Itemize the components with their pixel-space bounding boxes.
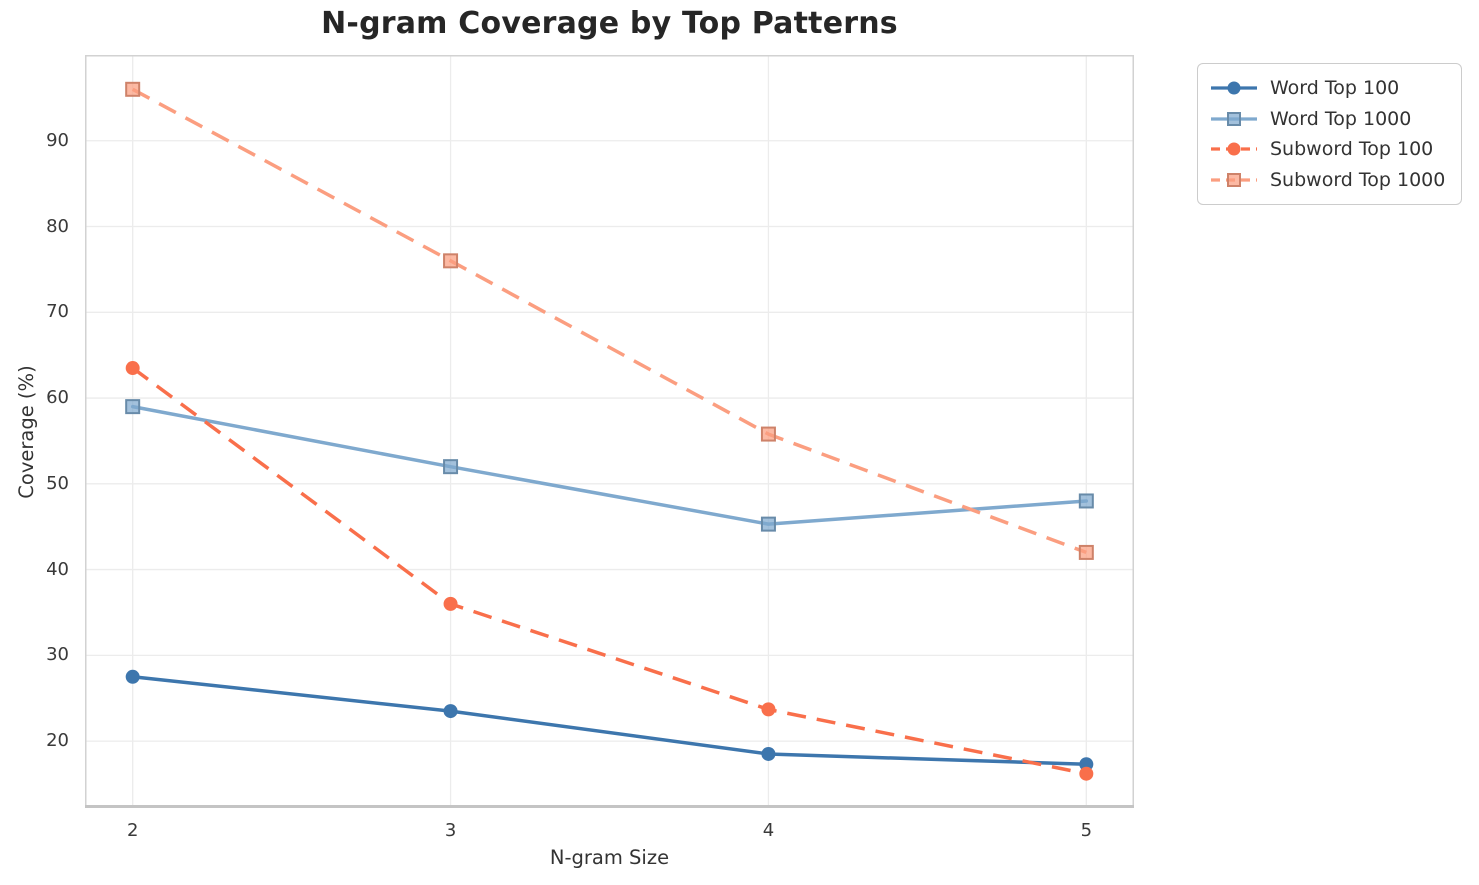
data-point-marker	[125, 399, 141, 415]
legend-swatch-solid-circle-icon	[1211, 81, 1257, 95]
series-word-top-100	[125, 669, 1094, 772]
data-point-marker	[1078, 493, 1094, 509]
series-line	[131, 87, 1087, 555]
series-line	[130, 675, 1089, 767]
series-subword-top-1000	[125, 81, 1094, 560]
y-tick-label: 80	[46, 215, 69, 237]
y-tick-label: 30	[46, 644, 69, 666]
data-point-marker	[1078, 544, 1094, 560]
legend-label: Subword Top 100	[1270, 138, 1434, 161]
x-tick-label: 2	[126, 820, 139, 841]
legend-marker	[1227, 111, 1241, 126]
x-tick-label: 3	[444, 820, 457, 841]
legend-marker	[1227, 142, 1241, 156]
data-point-marker	[125, 361, 140, 376]
legend-label: Word Top 1000	[1270, 107, 1412, 130]
y-tick-label: 70	[46, 301, 69, 323]
legend-swatch-dashed-circle-icon	[1211, 142, 1257, 156]
series-word-top-1000	[125, 399, 1094, 532]
y-tick-label: 40	[46, 558, 69, 580]
legend-label: Word Top 100	[1270, 77, 1400, 100]
data-point-marker	[125, 669, 140, 684]
y-tick-label: 60	[46, 387, 69, 409]
series-line	[131, 366, 1087, 776]
y-tick-label: 20	[46, 730, 69, 752]
legend-item-subword-top-100: Subword Top 100	[1210, 134, 1449, 165]
x-axis-label: N-gram Size	[549, 846, 670, 869]
data-point-marker	[443, 253, 459, 269]
legend-swatch-solid-square-icon	[1211, 111, 1257, 126]
plot-canvas	[85, 55, 1134, 808]
legend-item-word-top-1000: Word Top 1000	[1210, 104, 1449, 135]
data-point-marker	[760, 426, 776, 442]
x-tick-label: 5	[1080, 820, 1093, 841]
data-point-marker	[443, 704, 458, 719]
legend-item-subword-top-1000: Subword Top 1000	[1210, 165, 1449, 196]
legend-marker	[1227, 81, 1241, 95]
legend-marker	[1227, 172, 1241, 187]
data-point-marker	[1079, 766, 1094, 781]
data-point-marker	[443, 596, 458, 611]
data-point-marker	[761, 746, 776, 761]
data-point-marker	[443, 459, 459, 475]
series-subword-top-100	[125, 361, 1094, 781]
data-point-marker	[125, 81, 141, 97]
y-tick-label: 50	[46, 472, 69, 494]
legend-swatch-dashed-square-icon	[1211, 172, 1257, 187]
legend-label: Subword Top 1000	[1270, 168, 1446, 191]
y-tick-label: 90	[46, 129, 69, 151]
plot-border	[85, 55, 1134, 808]
data-point-marker	[760, 516, 776, 532]
x-tick-label: 4	[762, 820, 775, 841]
data-point-marker	[761, 702, 776, 717]
legend-item-word-top-100: Word Top 100	[1210, 73, 1449, 104]
legend: Word Top 100 Word Top 1000 Subword Top 100…	[1197, 63, 1462, 205]
plot-area	[85, 55, 1134, 808]
series-line	[130, 404, 1089, 526]
chart-title: N-gram Coverage by Top Patterns	[321, 6, 898, 41]
y-axis-label: Coverage (%)	[15, 365, 38, 499]
